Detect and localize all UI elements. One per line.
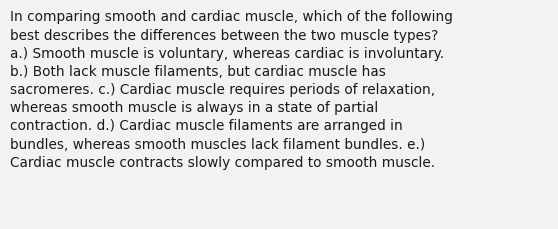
Text: In comparing smooth and cardiac muscle, which of the following
best describes th: In comparing smooth and cardiac muscle, …	[10, 10, 453, 169]
